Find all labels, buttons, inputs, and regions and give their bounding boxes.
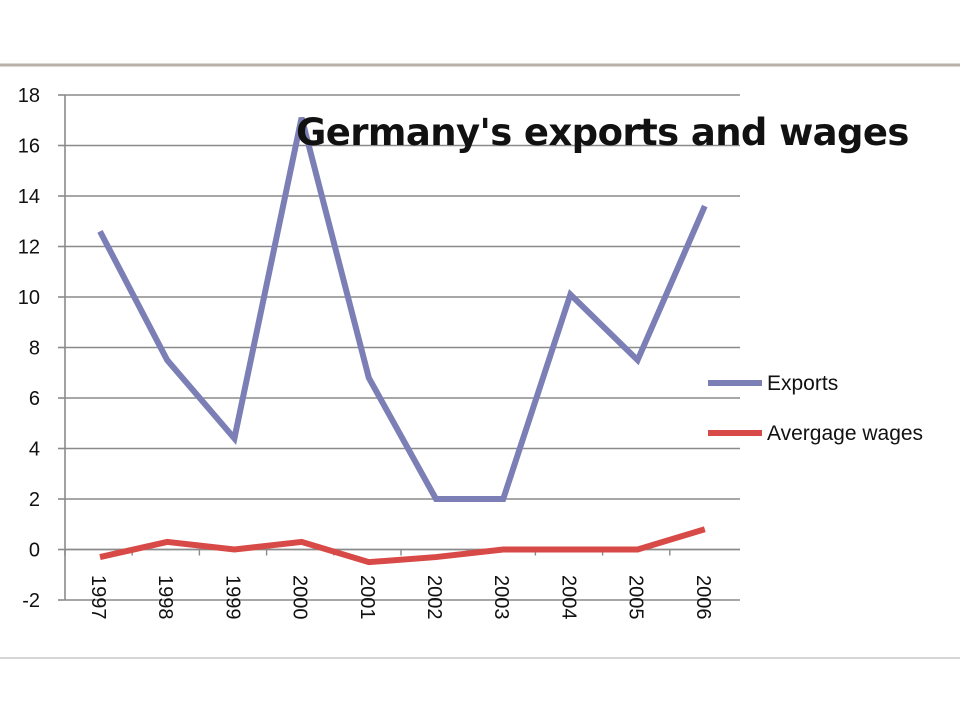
x-tick-label: 2005 bbox=[625, 575, 647, 620]
chart-title: Germany's exports and wages bbox=[296, 111, 909, 154]
series-line-average-wages bbox=[99, 526, 706, 566]
y-tick-label: 6 bbox=[29, 388, 40, 410]
y-tick-label: 4 bbox=[29, 439, 40, 461]
y-tick-label: 14 bbox=[18, 186, 40, 208]
y-tick-label: 12 bbox=[18, 237, 40, 259]
x-tick-label: 1998 bbox=[154, 575, 176, 620]
y-tick-label: 2 bbox=[29, 489, 40, 511]
series-lines bbox=[97, 116, 708, 566]
y-tick-label: 18 bbox=[18, 85, 40, 107]
x-tick-label: 2002 bbox=[423, 575, 445, 620]
x-tick-label: 2001 bbox=[356, 575, 378, 620]
x-tick-labels: 1997 1998 1999 2000 2001 2002 2003 2004 2005 2006 bbox=[87, 575, 714, 620]
x-tick-label: 2003 bbox=[490, 575, 512, 620]
y-tick-label: 0 bbox=[29, 540, 40, 562]
x-tick-label: 2006 bbox=[692, 575, 714, 620]
x-tick-label: 2000 bbox=[289, 575, 311, 620]
legend-label: Exports bbox=[767, 372, 838, 395]
y-tick-labels: 18 16 14 12 10 8 6 4 2 0 -2 bbox=[18, 85, 40, 612]
y-tick-label: 8 bbox=[29, 338, 40, 360]
series-line-exports bbox=[97, 116, 708, 502]
x-tick-label: 1999 bbox=[221, 575, 243, 620]
x-tick-label: 1997 bbox=[87, 575, 109, 620]
y-tick-label: 16 bbox=[18, 136, 40, 158]
legend: Exports Avergage wages bbox=[708, 372, 923, 445]
y-tick-label: -2 bbox=[22, 590, 40, 612]
y-tick-label: 10 bbox=[18, 287, 40, 309]
legend-label: Avergage wages bbox=[767, 422, 923, 445]
x-tick-label: 2004 bbox=[557, 575, 579, 620]
